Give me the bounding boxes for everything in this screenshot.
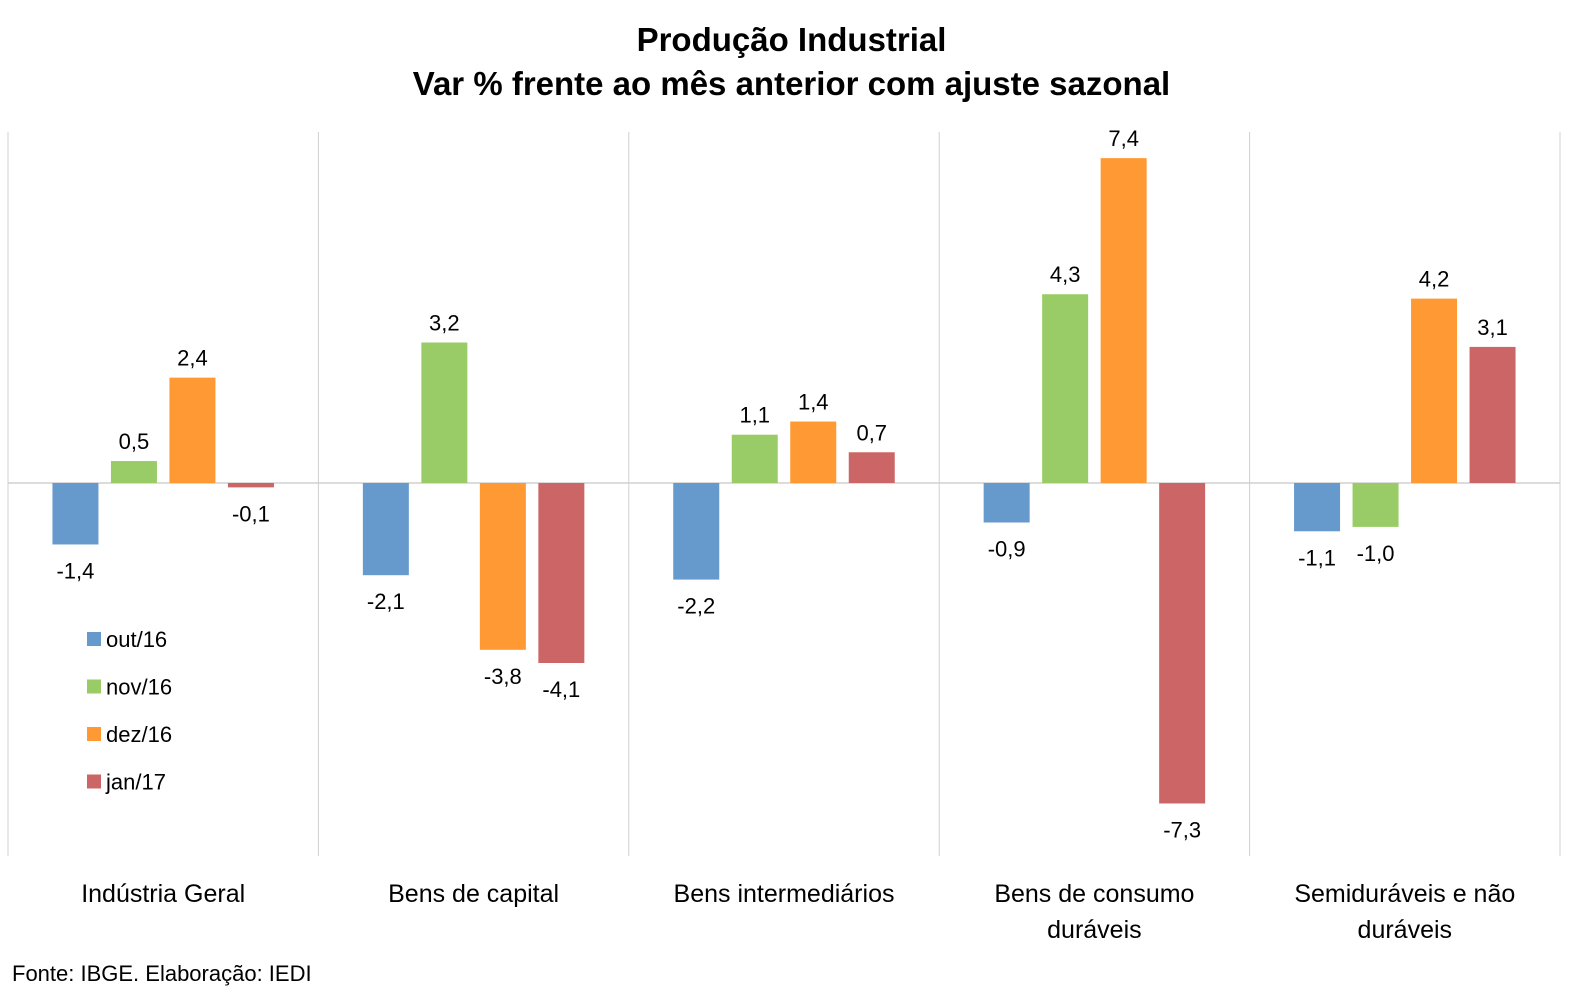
data-label: 1,4: [798, 390, 829, 415]
chart-title: Produção Industrial: [636, 21, 947, 58]
data-label: -4,1: [542, 677, 580, 702]
bar-dez-16-2: [790, 421, 837, 483]
data-label: 3,2: [429, 311, 460, 336]
bar-out-16-3: [983, 483, 1030, 523]
bar-nov-16-0: [110, 461, 157, 483]
bar-chart: -1,4 -2,1 -2,2 -0,9 -1,1 0,5 3,2 1,1 4,3 -1,0 2,4 -…: [7, 126, 1561, 944]
bar-nov-16-2: [731, 434, 778, 483]
bar-out-16-2: [673, 483, 720, 580]
legend-swatch: [87, 679, 101, 694]
data-label: -0,9: [988, 537, 1026, 562]
bar-nov-16-3: [1042, 294, 1089, 483]
category-label: Bens intermediários: [674, 880, 895, 908]
bar-dez-16-4: [1411, 298, 1458, 483]
category-label: Bens de consumo: [994, 880, 1194, 908]
data-label: 2,4: [177, 346, 208, 371]
data-label: 4,3: [1050, 262, 1081, 287]
data-label: -1,0: [1357, 541, 1395, 566]
data-label: -1,1: [1298, 545, 1336, 570]
data-label: 1,1: [739, 403, 770, 428]
legend-label: dez/16: [106, 722, 172, 747]
source-note: Fonte: IBGE. Elaboração: IEDI: [12, 961, 312, 986]
data-label: -2,2: [677, 594, 715, 619]
category-label: Indústria Geral: [81, 880, 245, 908]
bar-out-16-0: [52, 483, 99, 545]
bar-nov-16-4: [1352, 483, 1399, 527]
bar-jan-17-2: [848, 452, 895, 483]
category-label: Semiduráveis e não: [1294, 880, 1515, 908]
bar-dez-16-1: [479, 483, 526, 650]
data-label: -0,1: [232, 501, 270, 526]
data-label: -2,1: [367, 589, 405, 614]
bar-out-16-4: [1294, 483, 1341, 532]
bar-jan-17-4: [1469, 346, 1516, 483]
data-label: 0,7: [856, 420, 887, 445]
legend-label: jan/17: [105, 770, 166, 795]
data-label: 4,2: [1419, 267, 1450, 292]
legend-swatch: [87, 632, 101, 646]
category-label: duráveis: [1047, 916, 1142, 944]
category-label: duráveis: [1358, 916, 1453, 944]
bar-jan-17-0: [227, 483, 274, 488]
legend-swatch: [87, 727, 101, 741]
legend-label: nov/16: [106, 675, 172, 700]
bar-out-16-1: [362, 483, 409, 576]
chart-subtitle: Var % frente ao mês anterior com ajuste …: [412, 65, 1171, 102]
bar-jan-17-3: [1159, 483, 1206, 804]
bar-dez-16-3: [1100, 158, 1147, 483]
data-label: -1,4: [56, 558, 94, 583]
data-label: -7,3: [1163, 817, 1201, 842]
legend-label: out/16: [106, 627, 167, 652]
bar-dez-16-0: [169, 377, 216, 483]
category-label: Bens de capital: [388, 880, 559, 908]
data-label: 0,5: [119, 429, 150, 454]
bar-jan-17-1: [538, 483, 585, 663]
legend-swatch: [87, 774, 101, 789]
data-label: 7,4: [1108, 126, 1139, 151]
bar-nov-16-1: [421, 342, 468, 483]
data-label: -3,8: [484, 664, 522, 689]
data-label: 3,1: [1477, 315, 1508, 340]
